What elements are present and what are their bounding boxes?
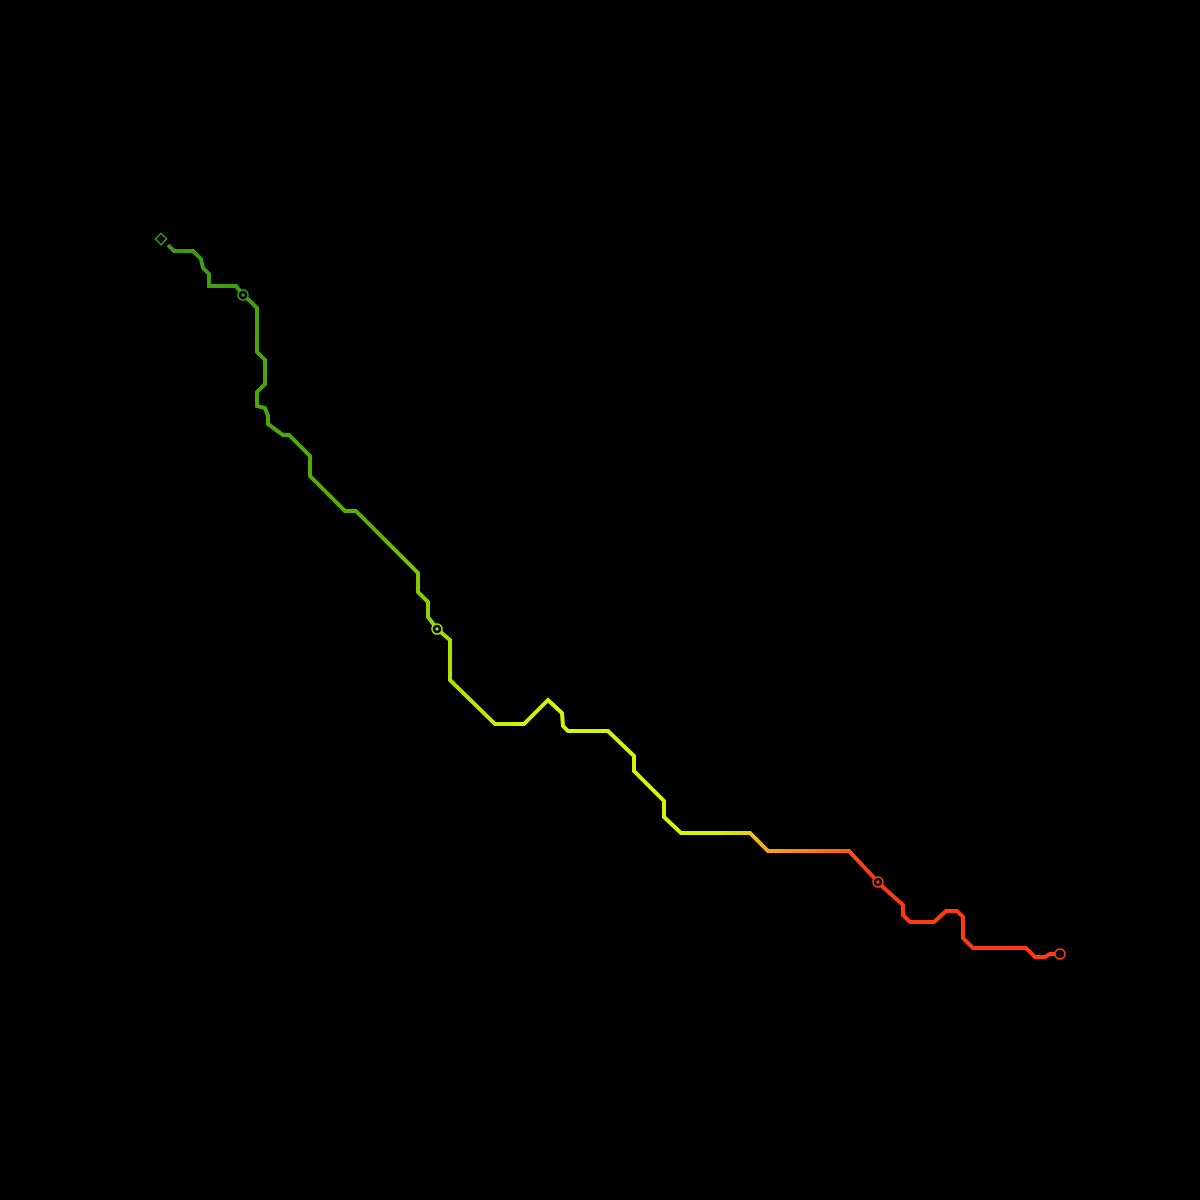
waypoint-marker-icon <box>872 876 884 888</box>
waypoint-marker-icon <box>237 289 249 301</box>
route-markers <box>154 232 1066 960</box>
start-marker-icon <box>154 232 168 246</box>
route-path <box>166 243 1055 959</box>
end-marker-icon <box>1054 948 1066 960</box>
waypoint-marker-icon <box>431 623 443 635</box>
